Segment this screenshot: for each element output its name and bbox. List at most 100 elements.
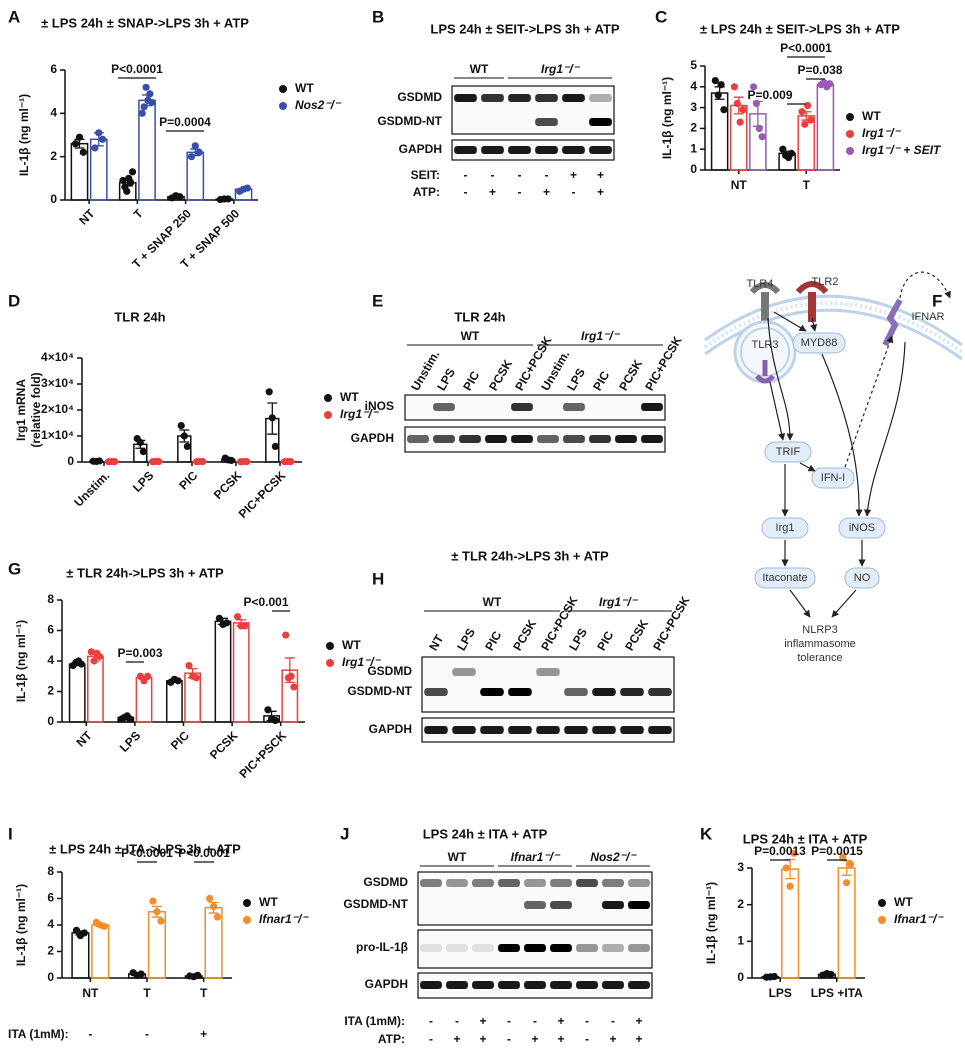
band: [592, 688, 616, 696]
data-point: [75, 133, 84, 141]
data-point: [157, 917, 165, 925]
diagram-panel: F TLR4 TLR2 IFNAR TLR3 MYD88 TRIF IFN-I …: [703, 271, 964, 664]
legend-marker: [846, 113, 854, 121]
legend-marker: [878, 899, 886, 907]
membrane: [703, 301, 964, 354]
tlr4: [749, 282, 781, 324]
node: [761, 517, 809, 539]
data-point: [717, 81, 725, 89]
data-point: [736, 118, 744, 126]
node: [764, 441, 812, 463]
data-point: [126, 715, 134, 723]
condition-value: +: [557, 1014, 564, 1028]
condition-value: +: [609, 1032, 616, 1046]
data-point: [99, 135, 107, 143]
data-point: [779, 145, 787, 153]
band: [454, 146, 477, 154]
y-tick-label: 1: [690, 141, 697, 155]
data-point: [720, 106, 728, 114]
node-label: NO: [854, 572, 871, 584]
bar: [68, 663, 86, 723]
node-label: IFNAR: [912, 311, 945, 323]
data-point: [90, 657, 98, 665]
band: [485, 435, 507, 443]
data-point: [185, 661, 193, 670]
row-value: -: [88, 1027, 92, 1041]
condition-value: -: [545, 168, 549, 182]
band: [648, 726, 672, 734]
x-tick-label: PIC: [176, 468, 200, 492]
band: [641, 435, 663, 443]
data-point: [149, 897, 157, 905]
membrane: [704, 294, 963, 347]
p-value: P=0.0004: [159, 115, 211, 129]
data-point: [271, 716, 279, 725]
node-label: IFN-I: [821, 472, 845, 484]
condition-value: -: [585, 1032, 589, 1046]
band: [446, 944, 468, 952]
band: [433, 435, 455, 443]
data-point: [111, 458, 119, 466]
row-label: GAPDH: [399, 142, 442, 156]
condition-value: -: [518, 185, 522, 199]
p-value: P<0.0001: [121, 846, 173, 860]
data-point: [100, 922, 108, 930]
y-tick-label: 2: [47, 684, 54, 698]
data-point: [755, 124, 763, 132]
data-point: [72, 140, 80, 148]
y-tick-label: 6: [50, 62, 57, 76]
data-point: [714, 91, 722, 99]
lane-label: LPS: [454, 626, 478, 653]
band: [648, 688, 672, 696]
panel-letter: A: [8, 7, 20, 26]
band: [508, 94, 531, 102]
data-point: [136, 438, 144, 447]
condition-value: +: [635, 1014, 642, 1028]
lane-label: LPS: [564, 366, 588, 393]
bar: [710, 92, 729, 171]
data-point: [206, 894, 214, 903]
data-point: [846, 860, 855, 868]
band: [537, 435, 559, 443]
legend-label: WT: [862, 109, 881, 123]
data-point: [243, 184, 251, 192]
band: [620, 726, 644, 734]
x-tick-label: T: [131, 206, 147, 222]
node-label: iNOS: [849, 522, 875, 534]
band: [641, 403, 663, 411]
band: [536, 668, 560, 676]
band: [535, 94, 558, 102]
data-point: [287, 672, 295, 680]
band: [424, 688, 448, 696]
panel-letter: H: [372, 569, 384, 588]
band: [550, 901, 572, 909]
data-point: [139, 448, 147, 456]
band: [563, 435, 585, 443]
lane-label: LPS: [566, 626, 590, 653]
node-label: MYD88: [801, 337, 838, 349]
row-label: GAPDH: [351, 431, 394, 445]
lane-label: NT: [426, 632, 446, 653]
data-point: [839, 853, 847, 861]
data-point: [224, 195, 232, 203]
row-label: ITA (1mM):: [8, 1027, 69, 1041]
band: [511, 435, 533, 443]
y-tick-label: 0: [47, 970, 54, 984]
p-value: P<0.0001: [111, 62, 163, 76]
band: [628, 879, 650, 887]
p-value: P=0.0015: [811, 844, 863, 858]
data-point: [155, 458, 163, 466]
data-point: [176, 193, 184, 201]
x-tick-label: NT: [73, 728, 95, 750]
data-point: [79, 148, 87, 156]
y-tick-label: 1: [737, 934, 744, 948]
data-point: [801, 120, 809, 128]
data-point: [144, 672, 152, 680]
data-point: [758, 133, 766, 141]
blot-frame: [451, 139, 615, 161]
x-tick-label: PCSK: [211, 468, 245, 502]
y-tick-label: 4: [50, 106, 57, 120]
condition-label: SEIT:: [411, 168, 440, 182]
y-tick-label: 8: [47, 592, 54, 606]
condition-value: -: [585, 1014, 589, 1028]
